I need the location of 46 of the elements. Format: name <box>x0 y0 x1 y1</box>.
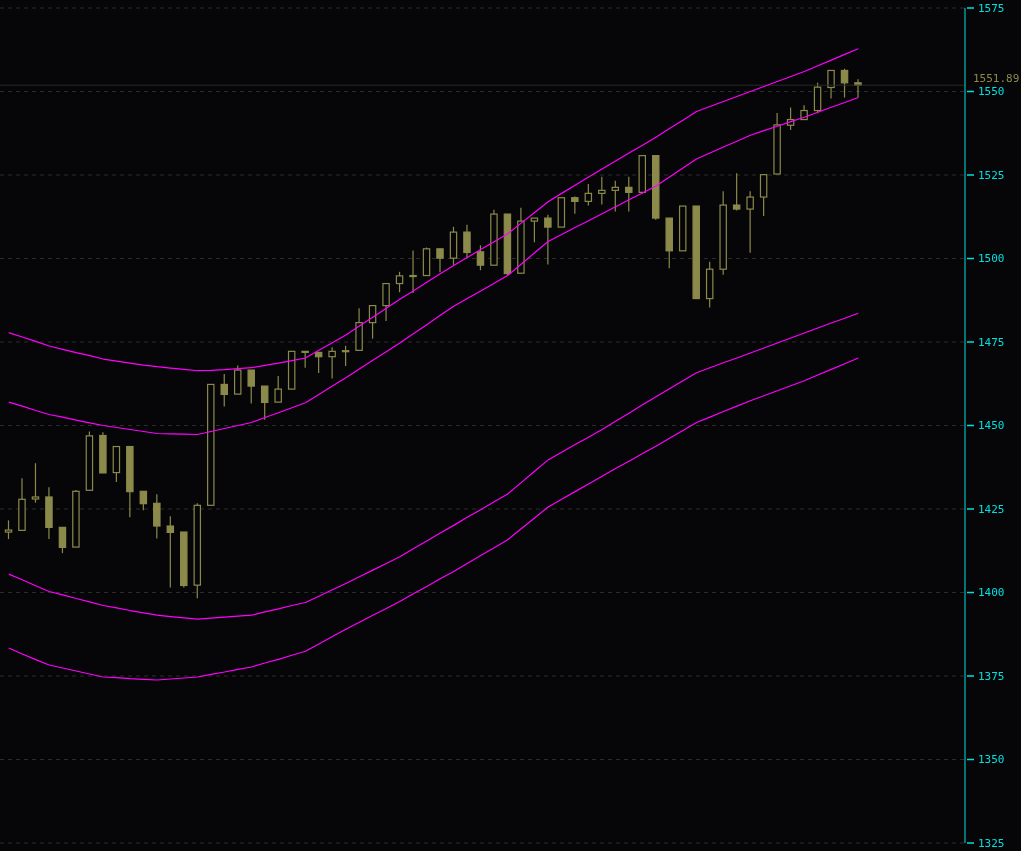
candlestick <box>31 462 40 504</box>
candlestick <box>746 190 754 254</box>
candlestick <box>598 176 606 205</box>
candlestick <box>625 176 633 213</box>
candlestick <box>166 515 175 589</box>
ref-line-label: 1551.89 <box>973 71 1020 85</box>
y-tick-label: 1525 <box>978 168 1005 182</box>
candlestick <box>4 519 13 540</box>
candlestick <box>382 282 390 322</box>
y-tick-label: 1550 <box>978 85 1005 98</box>
candlestick <box>530 217 539 243</box>
candlestick <box>759 174 768 217</box>
y-tick-label: 1450 <box>978 419 1005 432</box>
y-tick-label: 1325 <box>978 836 1005 850</box>
candlestick <box>139 490 148 511</box>
candlestick <box>732 172 741 211</box>
candlestick <box>854 78 862 99</box>
y-tick-label: 1350 <box>978 753 1005 766</box>
candlestick <box>153 493 161 539</box>
y-tick-label: 1500 <box>978 252 1005 265</box>
candlestick <box>247 369 255 405</box>
candlestick <box>341 345 350 367</box>
candlestick <box>395 271 404 293</box>
candlestick <box>409 249 417 294</box>
candlestick <box>58 526 67 554</box>
y-tick-label: 1375 <box>978 669 1005 683</box>
line-series <box>8 96 859 436</box>
candlestick <box>436 248 444 273</box>
candlestick <box>544 214 552 266</box>
candlestick <box>584 183 593 206</box>
line-series <box>8 312 859 620</box>
y-tick-label: 1425 <box>978 502 1005 516</box>
candlestick <box>476 244 485 271</box>
candlestick <box>813 82 822 114</box>
line-series <box>8 357 859 681</box>
candlestick <box>274 375 282 403</box>
y-tick-label: 1575 <box>978 1 1005 15</box>
candlestick <box>463 224 471 259</box>
candlestick <box>611 180 620 213</box>
candlestick <box>840 68 849 99</box>
candlestick <box>827 69 835 100</box>
candlestick <box>328 346 336 380</box>
candlestick <box>260 385 269 421</box>
y-tick-label: 1475 <box>978 335 1005 349</box>
y-tick-label: 1400 <box>978 586 1005 599</box>
candlestick <box>220 373 228 408</box>
